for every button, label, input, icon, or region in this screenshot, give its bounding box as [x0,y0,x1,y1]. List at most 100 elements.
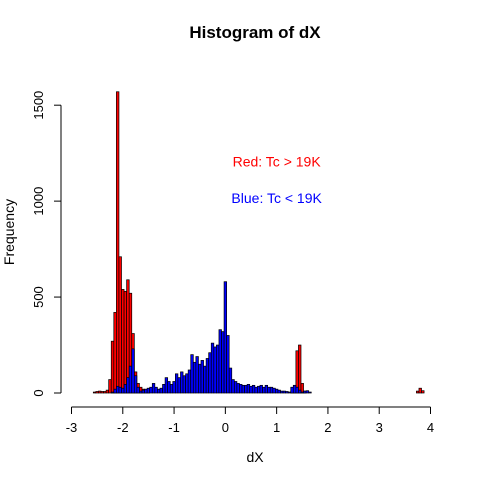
blue-bar-28 [182,375,186,394]
blue-bar-53 [246,384,251,394]
x-axis-label: dX [246,449,264,465]
y-tick-label-2: 1000 [31,187,46,216]
blue-bar-8 [131,348,135,394]
blue-bar-14 [146,387,151,394]
annotation-1: Blue: Tc < 19K [231,190,322,206]
blue-bar-62 [269,386,274,394]
blue-bar-34 [198,363,202,394]
blue-bar-63 [272,387,276,394]
red-bar-24 [295,350,299,394]
blue-bar-71 [292,384,297,394]
blue-bar-11 [139,390,143,394]
red-bar-13 [126,279,130,394]
blue-bar-39 [210,342,215,394]
red-bar-2 [98,390,102,394]
blue-bar-33 [195,356,199,394]
blue-bar-7 [128,365,133,394]
annotation-0: Red: Tc > 19K [233,154,322,170]
blue-bar-58 [259,384,263,394]
blue-bar-50 [239,384,243,394]
red-bar-4 [103,391,107,394]
blue-bar-45 [226,335,230,394]
red-bar-1 [95,391,99,394]
blue-bar-48 [233,381,238,394]
blue-bar-44 [223,281,227,394]
blue-bar-74 [300,391,304,394]
y-tick-label-0: 0 [31,389,46,396]
blue-bar-59 [262,386,266,394]
blue-bar-24 [172,381,176,394]
red-bar-8 [113,312,117,394]
red-bar-30 [421,390,425,394]
blue-bar-51 [241,384,245,394]
blue-bar-17 [154,386,158,394]
blue-bar-35 [200,360,204,394]
blue-bar-3 [118,386,122,394]
blue-bar-66 [280,390,284,394]
x-tick-label-4: 1 [273,420,280,435]
blue-bar-52 [244,384,248,394]
red-bar-25 [298,344,302,394]
blue-bar-41 [216,344,220,394]
bars-layer [92,91,425,394]
blue-bar-26 [177,377,181,394]
red-bar-28 [416,390,420,394]
blue-bar-19 [159,387,163,394]
blue-bar-76 [305,390,310,394]
x-tick-label-0: -3 [66,420,78,435]
blue-bar-61 [267,386,271,394]
y-axis-label: Frequency [1,199,17,265]
x-tick-label-2: -1 [168,420,180,435]
blue-bar-49 [236,383,240,394]
x-tick-label-7: 4 [427,420,434,435]
blue-bar-54 [249,385,253,394]
blue-bar-1 [113,388,117,394]
blue-bar-18 [157,388,161,394]
chart-title: Histogram of dX [189,23,321,42]
y-tick-label-3: 1500 [31,91,46,120]
red-bar-0 [92,391,97,394]
blue-bar-40 [213,346,217,394]
red-bar-29 [418,387,422,394]
x-tick-label-1: -2 [117,420,129,435]
blue-bar-68 [285,391,289,394]
blue-bar-64 [275,388,279,394]
blue-bar-67 [282,390,286,394]
red-bar-12 [123,290,127,394]
blue-bar-38 [208,352,212,394]
blue-bar-13 [144,388,148,394]
blue-bar-46 [228,367,233,394]
blue-bar-27 [180,371,184,394]
blue-bar-9 [133,375,138,394]
blue-bar-42 [218,329,222,394]
blue-bar-75 [303,390,307,394]
blue-bar-47 [231,379,235,394]
blue-bar-23 [169,384,174,394]
x-tick-label-5: 2 [324,420,331,435]
blue-bar-4 [121,387,125,394]
red-bar-7 [110,340,115,394]
blue-bar-70 [290,386,294,394]
blue-bar-20 [162,384,166,394]
blue-bar-30 [187,369,192,394]
blue-bar-56 [254,386,258,394]
blue-bar-69 [287,391,292,394]
x-tick-label-6: 3 [376,420,383,435]
blue-bar-0 [110,391,115,394]
blue-bar-22 [167,381,171,394]
blue-bar-43 [221,331,225,394]
blue-bar-31 [190,354,194,394]
blue-bar-37 [205,358,210,394]
blue-bar-72 [295,386,299,394]
red-bar-5 [105,389,110,394]
blue-bar-6 [126,377,130,394]
x-tick-label-3: 0 [222,420,229,435]
red-bar-9 [116,91,120,394]
blue-bar-36 [203,365,207,394]
red-bar-26 [300,383,304,394]
blue-bar-57 [257,385,261,394]
blue-bar-10 [136,386,140,394]
blue-bar-73 [298,389,302,394]
